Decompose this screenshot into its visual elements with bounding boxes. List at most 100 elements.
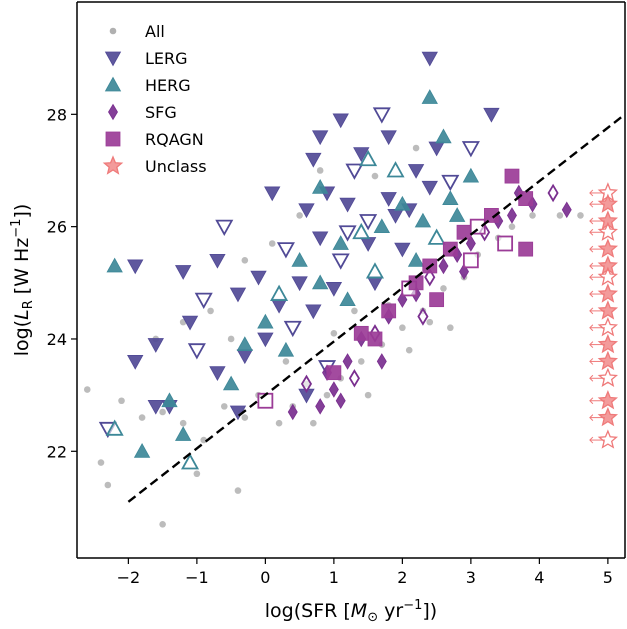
unclass-point bbox=[597, 333, 619, 354]
legend: All LERG HERG SFG RQAGN Unclass bbox=[102, 22, 207, 176]
herg-point bbox=[427, 228, 446, 245]
upper-limit-arrowhead bbox=[589, 358, 594, 365]
all-point bbox=[241, 257, 249, 264]
herg-point bbox=[291, 252, 308, 267]
x-tick-label: 5 bbox=[603, 568, 613, 587]
lerg-point bbox=[291, 276, 308, 292]
all-point bbox=[97, 459, 105, 466]
lerg-point bbox=[257, 332, 274, 348]
lerg-point bbox=[359, 237, 377, 252]
upper-limit-arrowhead bbox=[589, 273, 594, 281]
all-point bbox=[323, 391, 331, 399]
all-point bbox=[159, 521, 166, 528]
herg-point bbox=[311, 179, 329, 194]
herg-point bbox=[435, 128, 452, 144]
lerg-point bbox=[127, 355, 144, 370]
legend-marker-herg bbox=[104, 76, 122, 92]
rqagn-point bbox=[469, 218, 486, 235]
herg-point bbox=[236, 336, 254, 351]
herg-point bbox=[180, 453, 200, 470]
unclass-point bbox=[597, 429, 619, 449]
rqagn-point bbox=[518, 191, 534, 206]
all-point bbox=[364, 391, 372, 399]
lerg-point bbox=[359, 214, 378, 231]
sfg-point bbox=[547, 183, 559, 203]
lerg-point bbox=[428, 141, 445, 157]
herg-point bbox=[222, 375, 240, 391]
unclass-point bbox=[597, 283, 619, 303]
all-point bbox=[330, 330, 338, 337]
herg-point bbox=[442, 190, 459, 205]
unclass-point bbox=[597, 300, 619, 320]
lerg-point bbox=[209, 253, 226, 269]
lerg-point bbox=[311, 231, 329, 247]
all-point bbox=[200, 436, 208, 444]
legend-marker-all bbox=[109, 27, 117, 35]
lerg-point bbox=[338, 225, 357, 242]
legend-label-lerg: LERG bbox=[145, 49, 188, 68]
lerg-point bbox=[305, 152, 322, 168]
legend-label-unclass: Unclass bbox=[145, 157, 207, 176]
unclass-point bbox=[597, 406, 619, 427]
series-herg bbox=[105, 89, 480, 470]
rqagn-point bbox=[456, 224, 472, 240]
unclass-point bbox=[597, 316, 619, 337]
sfg-point bbox=[417, 307, 429, 326]
all-point bbox=[207, 307, 214, 315]
legend-label-sfg: SFG bbox=[145, 103, 177, 122]
upper-limit-arrowhead bbox=[589, 262, 594, 270]
herg-point bbox=[352, 222, 371, 240]
upper-limit-arrowhead bbox=[589, 290, 594, 298]
all-point bbox=[296, 212, 303, 219]
all-point bbox=[104, 481, 112, 489]
lerg-point bbox=[264, 186, 281, 202]
lerg-point bbox=[380, 192, 397, 207]
upper-limit-arrowhead bbox=[589, 436, 594, 444]
all-point bbox=[405, 346, 413, 354]
lerg-point bbox=[421, 180, 438, 196]
sfg-point bbox=[287, 403, 298, 421]
x-tick-label: 4 bbox=[534, 568, 544, 587]
herg-point bbox=[106, 257, 123, 273]
lerg-point bbox=[229, 287, 247, 303]
upper-limit-arrowhead bbox=[589, 341, 594, 348]
unclass-point bbox=[597, 367, 619, 387]
rqagn-point bbox=[497, 235, 514, 252]
sfg-point bbox=[376, 353, 387, 370]
lerg-point bbox=[147, 399, 164, 415]
axis-ticks: −2 −1 0 1 2 3 4 5 22 24 26 28 bbox=[47, 105, 613, 587]
lerg-point bbox=[353, 147, 370, 162]
unclass-point bbox=[597, 210, 619, 230]
sfg-point bbox=[335, 392, 346, 410]
upper-limit-arrowhead bbox=[589, 414, 594, 421]
upper-limit-arrowhead bbox=[589, 189, 594, 197]
upper-limit-arrowhead bbox=[589, 307, 594, 315]
lerg-point bbox=[311, 130, 329, 146]
herg-point bbox=[448, 207, 466, 222]
sfg-point bbox=[438, 257, 449, 275]
x-tick-label: 0 bbox=[260, 568, 270, 587]
lerg-point bbox=[483, 107, 500, 123]
legend-marker-sfg bbox=[108, 103, 118, 121]
herg-point bbox=[365, 262, 385, 279]
lerg-point bbox=[332, 113, 349, 129]
all-point bbox=[268, 240, 276, 247]
y-tick-label: 22 bbox=[47, 442, 67, 461]
lerg-point bbox=[372, 107, 391, 124]
lerg-point bbox=[331, 253, 350, 270]
herg-point bbox=[174, 426, 192, 441]
rqagn-point bbox=[504, 168, 520, 184]
upper-limit-arrowhead bbox=[589, 217, 594, 225]
plot-area bbox=[83, 51, 625, 528]
x-tick-label: 2 bbox=[397, 568, 407, 587]
herg-point bbox=[407, 252, 425, 267]
all-point bbox=[351, 307, 358, 315]
x-tick-label: 1 bbox=[329, 568, 339, 587]
lerg-point bbox=[394, 242, 411, 258]
all-point bbox=[440, 285, 447, 292]
all-point bbox=[118, 397, 125, 405]
herg-point bbox=[462, 167, 480, 183]
lerg-point bbox=[305, 304, 322, 320]
herg-point bbox=[105, 419, 124, 436]
